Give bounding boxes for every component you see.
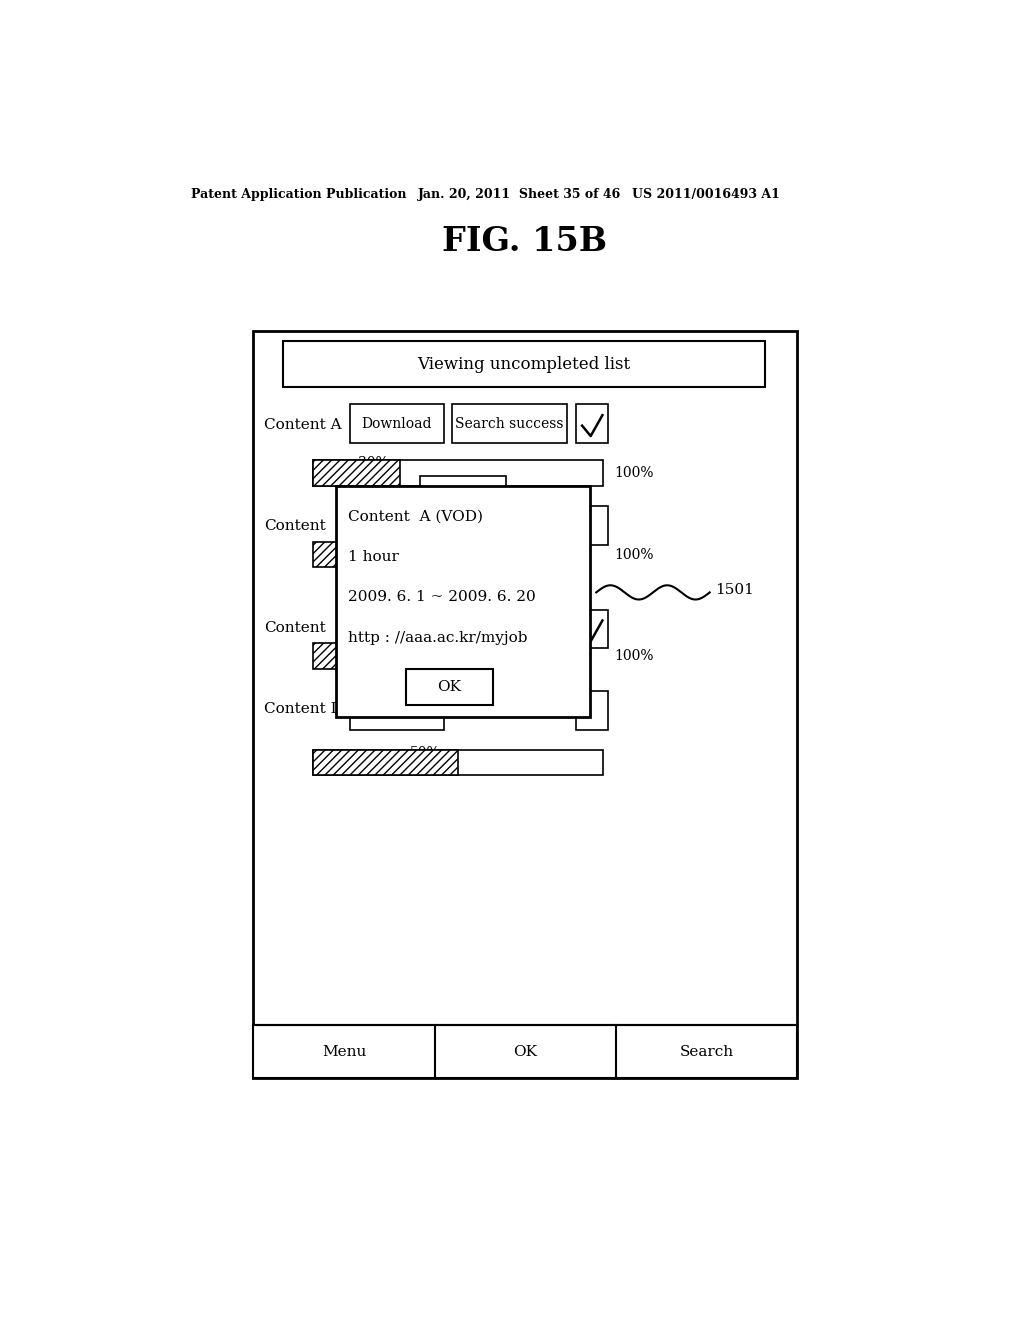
Bar xyxy=(577,690,608,730)
Text: Content A: Content A xyxy=(264,417,342,432)
Text: 100%: 100% xyxy=(614,466,654,480)
Bar xyxy=(313,541,356,568)
Text: http : //aaa.ac.kr/myjob: http : //aaa.ac.kr/myjob xyxy=(348,631,527,645)
Text: Content: Content xyxy=(264,620,327,635)
Bar xyxy=(313,461,602,486)
Text: 100%: 100% xyxy=(614,548,654,562)
Bar xyxy=(313,750,458,775)
Text: Content D: Content D xyxy=(264,702,343,717)
Text: Jan. 20, 2011  Sheet 35 of 46: Jan. 20, 2011 Sheet 35 of 46 xyxy=(418,189,621,202)
Text: Content  A (VOD): Content A (VOD) xyxy=(348,510,483,523)
Text: Search success: Search success xyxy=(455,417,563,430)
Bar xyxy=(313,750,458,775)
Bar xyxy=(253,331,797,1078)
Bar xyxy=(313,461,399,486)
Text: Content: Content xyxy=(264,519,327,533)
Bar xyxy=(253,1026,797,1078)
Text: 2009. 6. 1 ~ 2009. 6. 20: 2009. 6. 1 ~ 2009. 6. 20 xyxy=(348,590,536,605)
Text: 50%: 50% xyxy=(411,746,441,760)
Text: Menu: Menu xyxy=(322,1045,367,1059)
Bar xyxy=(336,486,590,718)
Text: 30%: 30% xyxy=(358,457,389,470)
Bar xyxy=(313,461,399,486)
Bar xyxy=(577,506,608,545)
Text: 100%: 100% xyxy=(614,649,654,664)
Text: Search: Search xyxy=(679,1045,733,1059)
Bar xyxy=(283,342,765,387)
Text: OK: OK xyxy=(437,680,462,694)
Bar xyxy=(406,669,494,705)
Text: Viewing uncompleted list: Viewing uncompleted list xyxy=(418,355,631,372)
Text: Patent Application Publication: Patent Application Publication xyxy=(191,189,407,202)
Text: Download: Download xyxy=(361,704,432,717)
Text: US 2011/0016493 A1: US 2011/0016493 A1 xyxy=(632,189,780,202)
Bar xyxy=(350,404,443,444)
Text: FIG. 15B: FIG. 15B xyxy=(442,226,607,259)
Bar xyxy=(313,643,356,669)
Bar xyxy=(420,475,506,492)
Text: Download: Download xyxy=(361,417,432,430)
Text: 1501: 1501 xyxy=(715,583,754,598)
Bar xyxy=(452,404,567,444)
Bar xyxy=(313,750,602,775)
Bar xyxy=(577,610,608,648)
Text: OK: OK xyxy=(513,1045,538,1059)
Bar xyxy=(577,404,608,444)
Bar xyxy=(350,690,443,730)
Text: 1 hour: 1 hour xyxy=(348,550,398,564)
